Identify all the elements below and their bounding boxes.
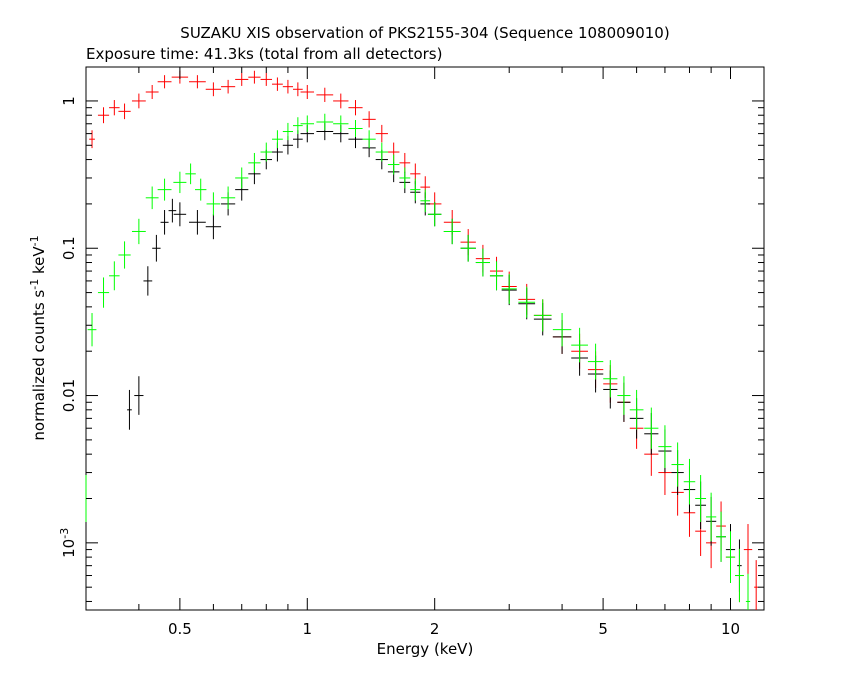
x-axis-label: Energy (keV) [377,640,474,658]
x-tick-label: 1 [303,620,313,638]
tick-layer: 0.5 1 2 5 10 1 0.1 0.01 10-3 [58,67,764,638]
y-axis-label-sup1: -1 [28,279,41,290]
y-tick-label: 10-3 [58,528,78,558]
y-axis-label-mid: keV [30,246,48,279]
y-axis-label-sup2: -1 [28,235,41,246]
x-tick-label: 2 [430,620,440,638]
x-tick-label: 5 [598,620,608,638]
chart-subtitle: Exposure time: 41.3ks (total from all de… [86,45,442,63]
y-axis-label-main: normalized counts s [30,290,48,441]
series-layer [85,70,759,610]
series-0 [89,70,759,610]
plot-frame [85,66,765,611]
x-tick-label: 10 [721,620,740,638]
y-tick-label: 0.1 [60,236,78,260]
y-axis-label: normalized counts s-1 keV-1 [28,235,48,440]
y-tick-label: 1 [60,96,78,106]
x-tick-label: 0.5 [168,620,192,638]
chart-title: SUZAKU XIS observation of PKS2155-304 (S… [180,24,669,42]
series-2 [85,113,751,610]
y-tick-label: 0.01 [60,379,78,412]
